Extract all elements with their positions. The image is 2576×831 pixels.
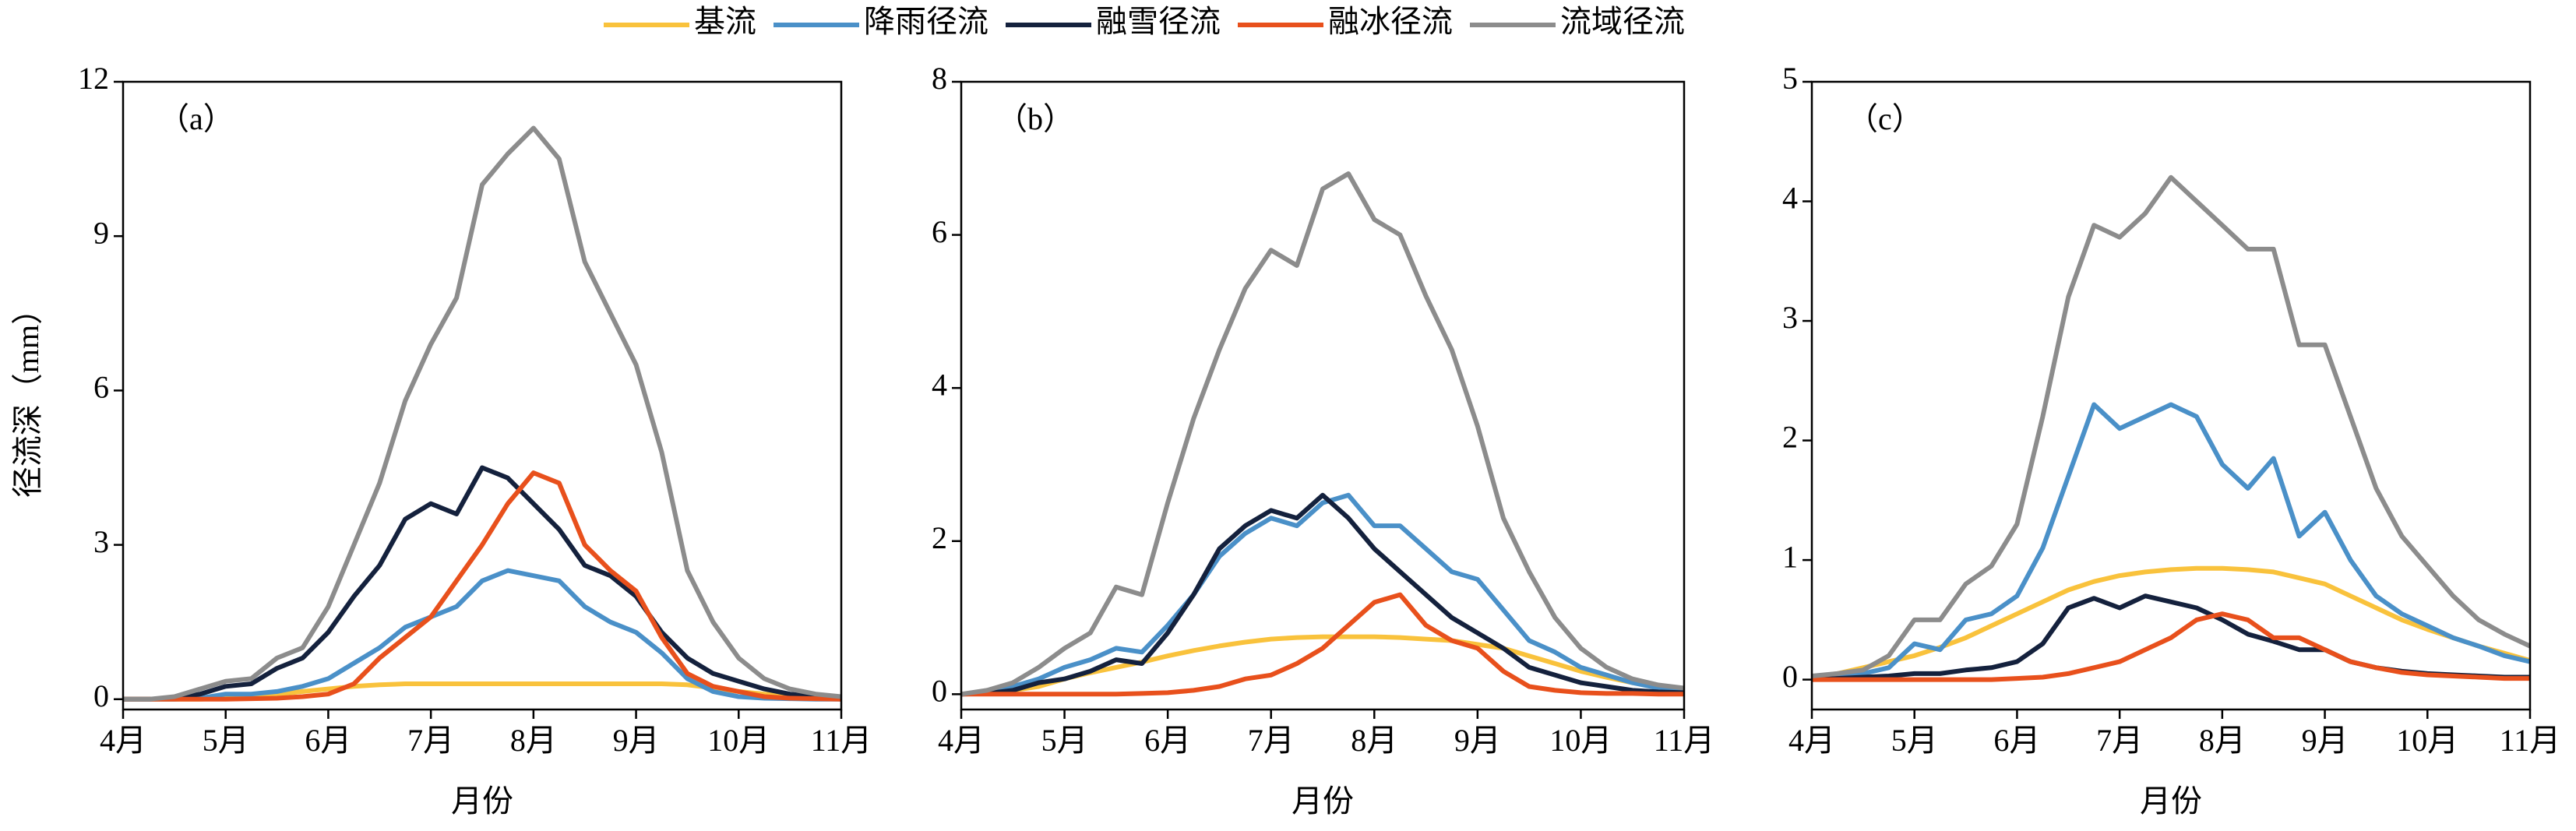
x-tick-label: 8月 bbox=[510, 723, 557, 758]
x-axis-label: 月份 bbox=[1292, 783, 1354, 819]
y-tick-label: 2 bbox=[932, 520, 947, 555]
plot-frame bbox=[122, 80, 843, 711]
legend-label: 融冰径流 bbox=[1328, 4, 1453, 39]
y-tick-label: 0 bbox=[1782, 659, 1798, 694]
x-tick-label: 10月 bbox=[1549, 723, 1612, 758]
plot-frame bbox=[1810, 80, 2532, 711]
x-tick-label: 8月 bbox=[1351, 723, 1397, 758]
x-tick-label: 6月 bbox=[305, 723, 351, 758]
x-tick-label: 4月 bbox=[1788, 723, 1835, 758]
x-tick-label: 9月 bbox=[613, 723, 660, 758]
y-tick-label: 0 bbox=[93, 678, 109, 713]
series-line bbox=[123, 470, 842, 702]
legend-label: 流域径流 bbox=[1560, 4, 1685, 39]
y-tick-label: 6 bbox=[932, 214, 947, 249]
y-tick-label: 5 bbox=[1782, 61, 1798, 96]
x-tick-label: 5月 bbox=[203, 723, 249, 758]
y-tick-label: 3 bbox=[1782, 300, 1798, 335]
plot-frame bbox=[960, 80, 1686, 711]
series-line bbox=[1811, 565, 2531, 680]
panel-label: （a） bbox=[158, 101, 234, 136]
y-tick-label: 4 bbox=[932, 367, 947, 402]
series-line bbox=[1811, 402, 2531, 680]
x-tick-label: 6月 bbox=[1144, 723, 1191, 758]
x-tick-label: 5月 bbox=[1891, 723, 1938, 758]
x-tick-label: 9月 bbox=[1454, 723, 1501, 758]
y-tick-label: 9 bbox=[93, 215, 109, 250]
x-tick-label: 11月 bbox=[2500, 723, 2561, 758]
y-tick-label: 4 bbox=[1782, 181, 1798, 216]
series-line bbox=[960, 492, 1685, 697]
x-tick-label: 9月 bbox=[2302, 723, 2349, 758]
x-tick-label: 5月 bbox=[1041, 723, 1088, 758]
y-tick-label: 8 bbox=[932, 61, 947, 96]
legend-label: 降雨径流 bbox=[864, 4, 988, 39]
x-tick-label: 11月 bbox=[811, 723, 872, 758]
series-line bbox=[123, 465, 842, 702]
y-tick-label: 12 bbox=[78, 61, 109, 96]
legend-label: 基流 bbox=[694, 4, 756, 39]
y-tick-label: 1 bbox=[1782, 539, 1798, 574]
x-tick-label: 6月 bbox=[1993, 723, 2040, 758]
x-tick-label: 10月 bbox=[707, 723, 770, 758]
x-tick-label: 8月 bbox=[2199, 723, 2246, 758]
x-tick-label: 4月 bbox=[938, 723, 985, 758]
x-tick-label: 7月 bbox=[1248, 723, 1295, 758]
series-line bbox=[123, 125, 842, 702]
y-tick-label: 0 bbox=[932, 674, 947, 709]
x-tick-label: 7月 bbox=[407, 723, 454, 758]
x-tick-label: 10月 bbox=[2396, 723, 2458, 758]
series-line bbox=[960, 171, 1685, 697]
series-line bbox=[1812, 611, 2530, 682]
series-line bbox=[123, 568, 841, 702]
x-tick-label: 11月 bbox=[1654, 723, 1715, 758]
x-axis-label: 月份 bbox=[451, 783, 513, 819]
x-tick-label: 7月 bbox=[2096, 723, 2143, 758]
panel-label: （c） bbox=[1847, 101, 1923, 136]
series-line bbox=[960, 492, 1685, 697]
panel-label: （b） bbox=[996, 101, 1074, 136]
x-tick-label: 4月 bbox=[100, 723, 146, 758]
x-axis-label: 月份 bbox=[2140, 783, 2202, 819]
y-tick-label: 3 bbox=[93, 524, 109, 559]
series-line bbox=[1811, 174, 2532, 678]
y-tick-label: 6 bbox=[93, 370, 109, 405]
legend-label: 融雪径流 bbox=[1096, 4, 1221, 39]
y-tick-label: 2 bbox=[1782, 420, 1798, 455]
series-line bbox=[961, 592, 1684, 697]
y-axis-label: 径流深（mm） bbox=[10, 294, 45, 498]
